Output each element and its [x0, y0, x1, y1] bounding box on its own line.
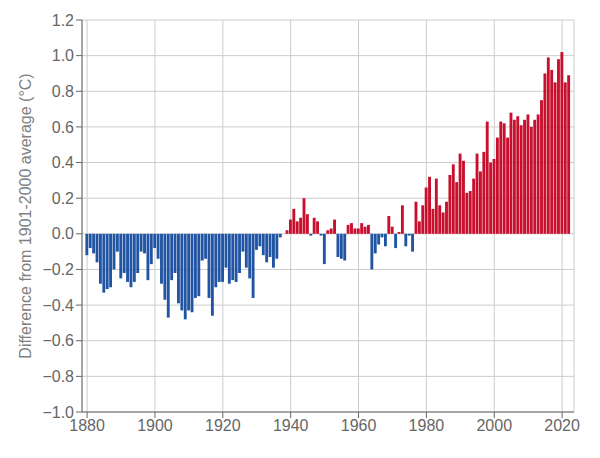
- svg-text:0.4: 0.4: [52, 154, 74, 171]
- svg-text:−0.8: −0.8: [42, 368, 74, 385]
- svg-text:1960: 1960: [341, 417, 377, 434]
- svg-text:−1.0: −1.0: [42, 404, 74, 421]
- svg-text:−0.6: −0.6: [42, 332, 74, 349]
- svg-text:1900: 1900: [137, 417, 173, 434]
- svg-text:1920: 1920: [205, 417, 241, 434]
- svg-text:Difference from 1901-2000 aver: Difference from 1901-2000 average (°C): [17, 73, 34, 358]
- svg-text:0.2: 0.2: [52, 190, 74, 207]
- svg-text:2020: 2020: [544, 417, 580, 434]
- svg-text:1980: 1980: [409, 417, 445, 434]
- svg-text:0.6: 0.6: [52, 119, 74, 136]
- svg-text:0.8: 0.8: [52, 83, 74, 100]
- svg-text:1940: 1940: [273, 417, 309, 434]
- svg-text:1880: 1880: [69, 417, 105, 434]
- svg-text:2000: 2000: [476, 417, 512, 434]
- svg-text:1.0: 1.0: [52, 47, 74, 64]
- svg-text:0.0: 0.0: [52, 225, 74, 242]
- svg-text:1.2: 1.2: [52, 12, 74, 29]
- svg-text:−0.4: −0.4: [42, 297, 74, 314]
- svg-text:−0.2: −0.2: [42, 261, 74, 278]
